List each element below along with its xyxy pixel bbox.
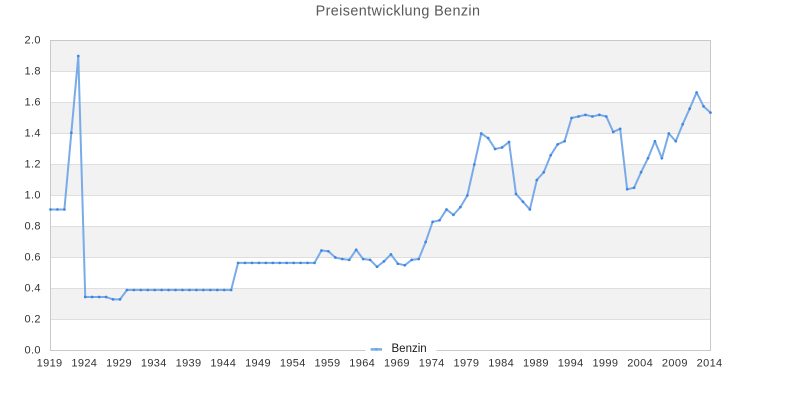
svg-text:1.8: 1.8 xyxy=(25,65,41,77)
svg-text:2.0: 2.0 xyxy=(25,34,41,46)
svg-text:1984: 1984 xyxy=(488,358,514,370)
svg-text:1974: 1974 xyxy=(419,358,445,370)
svg-text:0.8: 0.8 xyxy=(25,220,41,232)
svg-text:1.4: 1.4 xyxy=(25,127,41,139)
svg-text:1979: 1979 xyxy=(454,358,480,370)
svg-text:2009: 2009 xyxy=(662,358,688,370)
svg-text:1994: 1994 xyxy=(558,358,584,370)
svg-text:0.0: 0.0 xyxy=(25,344,41,356)
svg-text:1954: 1954 xyxy=(280,358,306,370)
svg-text:1944: 1944 xyxy=(210,358,236,370)
svg-text:Preisentwicklung Benzin: Preisentwicklung Benzin xyxy=(316,4,481,20)
svg-text:1934: 1934 xyxy=(141,358,167,370)
svg-text:2014: 2014 xyxy=(697,358,723,370)
svg-text:1964: 1964 xyxy=(349,358,375,370)
svg-text:0.2: 0.2 xyxy=(25,313,41,325)
svg-text:1.2: 1.2 xyxy=(25,158,41,170)
svg-text:1.0: 1.0 xyxy=(25,189,41,201)
svg-text:1999: 1999 xyxy=(592,358,618,370)
svg-text:1.6: 1.6 xyxy=(25,96,41,108)
svg-text:1929: 1929 xyxy=(106,358,132,370)
svg-text:Benzin: Benzin xyxy=(392,343,427,355)
svg-text:1969: 1969 xyxy=(384,358,410,370)
svg-text:2004: 2004 xyxy=(627,358,653,370)
svg-text:0.6: 0.6 xyxy=(25,251,41,263)
svg-text:1939: 1939 xyxy=(176,358,202,370)
svg-text:1959: 1959 xyxy=(315,358,341,370)
svg-text:1989: 1989 xyxy=(523,358,549,370)
svg-text:1949: 1949 xyxy=(245,358,271,370)
svg-text:0.4: 0.4 xyxy=(25,282,41,294)
svg-text:1924: 1924 xyxy=(71,358,97,370)
svg-text:1919: 1919 xyxy=(37,358,63,370)
